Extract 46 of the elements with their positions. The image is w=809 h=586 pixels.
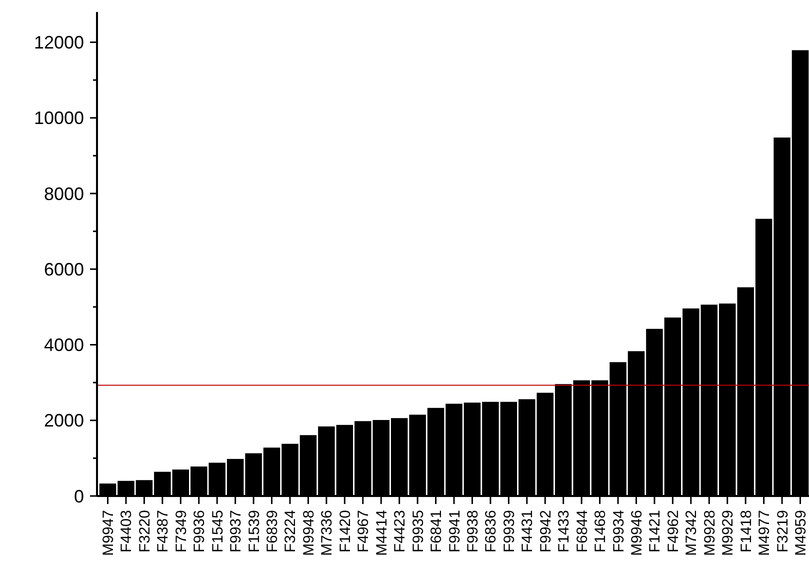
x-tick-label: M7336 xyxy=(318,510,336,556)
x-tick-label: F1539 xyxy=(246,510,263,553)
x-tick-label: M9948 xyxy=(300,510,318,556)
x-tick-label: M7342 xyxy=(683,510,700,556)
x-tick-label: M4959 xyxy=(792,510,809,556)
x-tick-label: F4962 xyxy=(664,510,682,553)
x-tick-label: F1420 xyxy=(336,510,354,553)
y-tick-label: 8000 xyxy=(44,184,84,204)
x-tick-label: F6836 xyxy=(482,510,500,553)
x-tick-label: M4977 xyxy=(756,510,774,556)
x-tick-label: M4414 xyxy=(373,510,390,556)
y-tick-label: 10000 xyxy=(34,108,84,128)
x-tick-label: F9939 xyxy=(500,510,518,553)
x-tick-label: F9938 xyxy=(464,510,482,553)
x-tick-label: M9928 xyxy=(701,510,718,556)
x-tick-label: F4967 xyxy=(355,510,372,553)
x-tick-label: M9947 xyxy=(100,510,117,556)
x-tick-label: F4423 xyxy=(392,510,409,553)
y-tick-label: 2000 xyxy=(44,410,84,431)
x-tick-label: F1418 xyxy=(738,510,755,553)
x-tick-label: F6839 xyxy=(264,510,282,553)
x-tick-label: M9929 xyxy=(720,510,737,556)
y-tick-label: 4000 xyxy=(44,335,84,356)
x-tick-label: F6841 xyxy=(428,510,446,553)
x-tick-label: F9935 xyxy=(410,510,427,553)
x-tick-label: F6844 xyxy=(574,510,591,553)
y-tick-label: 6000 xyxy=(44,259,84,280)
x-tick-label: F4387 xyxy=(154,510,172,553)
x-tick-label: F9941 xyxy=(446,510,464,553)
x-tick-label: F1545 xyxy=(209,510,226,553)
x-tick-label: F1468 xyxy=(592,510,610,553)
x-tick-label: F3219 xyxy=(774,510,792,553)
x-tick-label: F3224 xyxy=(282,510,300,553)
x-tick-label: F1421 xyxy=(646,510,664,553)
x-tick-label: F4403 xyxy=(118,510,136,553)
x-tick-label: F1433 xyxy=(556,510,573,553)
x-tick-label: F4431 xyxy=(519,510,536,553)
y-tick-label: 12000 xyxy=(34,32,84,53)
x-tick-label: F3220 xyxy=(136,510,154,553)
x-tick-label: F7349 xyxy=(172,510,190,553)
y-tick-label: 0 xyxy=(74,486,84,506)
x-tick-label: F9942 xyxy=(537,510,554,553)
x-tick-label: F9936 xyxy=(191,510,208,553)
x-tick-label: M9946 xyxy=(628,510,646,556)
x-tick-label: F9934 xyxy=(610,510,628,553)
x-tick-label: F9937 xyxy=(228,510,245,553)
